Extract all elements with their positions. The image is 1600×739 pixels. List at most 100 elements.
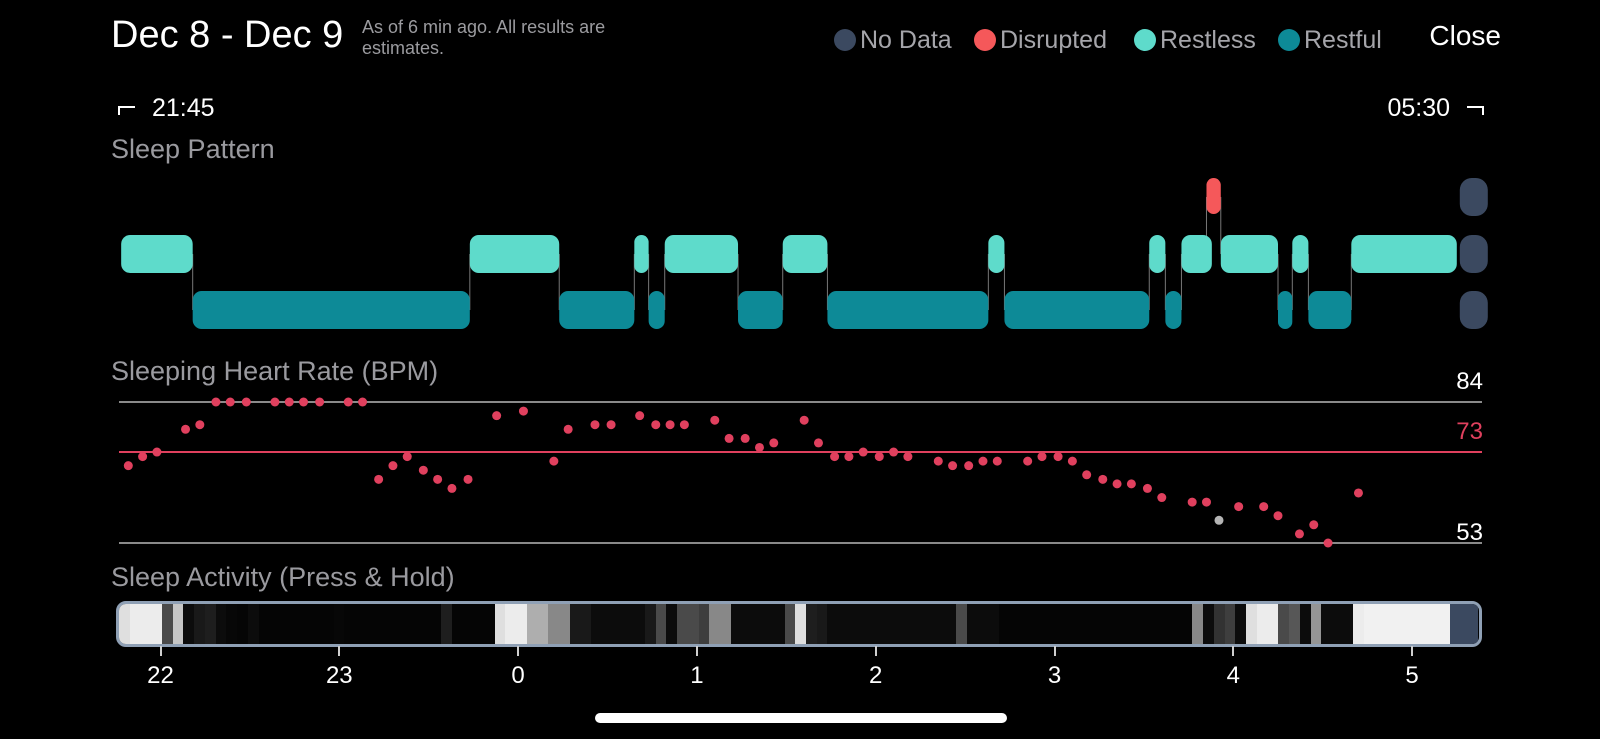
activity-slice <box>172 604 184 644</box>
disrupted-dot-icon <box>974 29 996 51</box>
activity-slice <box>1160 604 1171 644</box>
sleep-segment-restless <box>782 235 828 273</box>
activity-slice <box>580 604 592 644</box>
axis-tick-mark <box>695 646 698 656</box>
activity-slice <box>913 604 925 644</box>
activity-slice <box>666 604 678 644</box>
legend-disrupted: Disrupted <box>974 24 1107 56</box>
activity-slice <box>1128 604 1139 644</box>
activity-slice <box>1396 604 1408 644</box>
activity-slice <box>1278 604 1290 644</box>
home-indicator[interactable] <box>595 713 1007 723</box>
activity-slice <box>269 604 281 644</box>
hr-point <box>1082 470 1092 480</box>
hr-point <box>740 433 750 443</box>
activity-slice <box>924 604 935 644</box>
activity-slice <box>119 604 130 644</box>
close-button[interactable]: Close <box>1429 20 1501 51</box>
hr-point <box>152 447 162 457</box>
sleep-pattern-title: Sleep Pattern <box>111 134 275 164</box>
hr-point <box>1234 502 1244 512</box>
activity-slice <box>516 604 527 644</box>
activity-slice <box>301 604 313 644</box>
sleep-pattern-chart[interactable] <box>0 170 1600 345</box>
hr-point <box>1037 452 1047 462</box>
heart-rate-chart <box>119 397 1482 548</box>
hr-point <box>903 452 913 462</box>
hr-point <box>549 456 559 466</box>
activity-slice <box>1063 604 1075 644</box>
activity-slice <box>1385 604 1397 644</box>
activity-slice <box>226 604 238 644</box>
range-start-time: 21:45 <box>152 94 215 122</box>
hr-point <box>754 442 764 452</box>
activity-slice <box>183 604 195 644</box>
activity-slice <box>945 604 957 644</box>
sleep-segment-nodata <box>1459 235 1488 273</box>
sleep-segment-nodata <box>1459 291 1488 329</box>
activity-slice <box>1256 604 1268 644</box>
hr-point <box>123 461 133 471</box>
activity-slice <box>569 604 581 644</box>
hr-point <box>1023 456 1033 466</box>
activity-slice <box>280 604 291 644</box>
hr-point <box>1112 479 1122 489</box>
activity-slice <box>1224 604 1236 644</box>
activity-slice <box>1052 604 1064 644</box>
hr-point <box>563 424 573 434</box>
hr-point <box>1294 529 1304 539</box>
axis-tick-label: 1 <box>690 662 704 689</box>
activity-slice <box>709 604 721 644</box>
activity-slice <box>1009 604 1021 644</box>
activity-slice <box>934 604 946 644</box>
legend-no-data: No Data <box>834 24 952 56</box>
sleep-segment-restful <box>1004 291 1150 329</box>
hr-point <box>492 411 502 421</box>
range-end-time: 05:30 <box>1387 94 1450 122</box>
activity-slice <box>451 604 463 644</box>
hr-point <box>844 452 854 462</box>
axis-tick-mark <box>874 646 877 656</box>
hr-point <box>830 452 840 462</box>
hr-point <box>1126 479 1136 489</box>
activity-slice <box>1117 604 1129 644</box>
axis-tick-mark <box>1232 646 1235 656</box>
hr-point <box>358 397 368 407</box>
activity-slice <box>258 604 270 644</box>
legend-label: Restless <box>1160 25 1256 54</box>
hr-point <box>874 452 884 462</box>
hr-point <box>225 397 235 407</box>
hr-point <box>1187 497 1197 507</box>
activity-slice <box>462 604 474 644</box>
hr-point <box>651 420 661 430</box>
sleep-activity-title: Sleep Activity (Press & Hold) <box>111 562 455 592</box>
activity-slice <box>623 604 635 644</box>
axis-tick-mark <box>517 646 520 656</box>
sleep-segment-nodata <box>1459 178 1488 216</box>
activity-slice <box>312 604 323 644</box>
hr-point <box>388 461 398 471</box>
sleep-segment-restless <box>469 235 560 273</box>
sleep-activity-strip[interactable] <box>116 601 1482 647</box>
sleep-segment-restful <box>192 291 470 329</box>
hr-point <box>590 420 600 430</box>
hr-point <box>724 433 734 443</box>
activity-slice <box>1149 604 1161 644</box>
activity-slice <box>870 604 882 644</box>
activity-slice <box>290 604 302 644</box>
activity-slice <box>1364 604 1375 644</box>
activity-slice <box>151 604 162 644</box>
activity-slice <box>1353 604 1365 644</box>
sleep-segment-restful <box>1308 291 1352 329</box>
activity-slice <box>1138 604 1150 644</box>
activity-slice <box>1289 604 1300 644</box>
hr-point <box>1157 493 1167 503</box>
activity-slice <box>441 604 452 644</box>
hr-point <box>964 461 974 471</box>
sleep-segment-restless <box>1149 235 1166 273</box>
activity-slice <box>655 604 667 644</box>
activity-slice <box>1267 604 1279 644</box>
hr-point <box>1142 483 1152 493</box>
hr-point <box>374 474 384 484</box>
restless-dot-icon <box>1134 29 1156 51</box>
